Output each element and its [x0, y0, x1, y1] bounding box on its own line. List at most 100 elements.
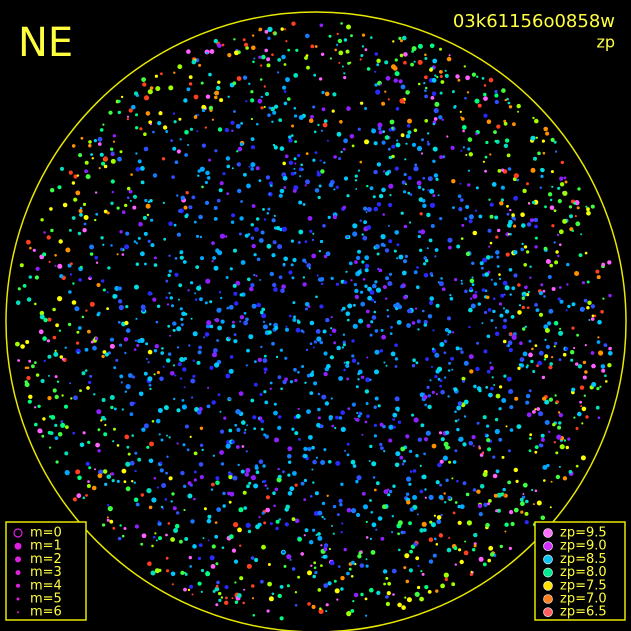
star	[458, 548, 462, 552]
star	[110, 179, 115, 184]
star	[119, 524, 122, 527]
star	[184, 153, 189, 157]
star	[342, 340, 346, 344]
star	[89, 252, 94, 256]
star	[573, 346, 576, 350]
star	[178, 117, 182, 121]
star	[599, 385, 602, 388]
star	[319, 340, 324, 345]
star	[264, 371, 267, 374]
star	[221, 43, 225, 47]
star	[511, 286, 516, 291]
star	[265, 175, 271, 180]
star	[459, 198, 464, 202]
star	[328, 182, 334, 188]
star	[88, 380, 92, 385]
star	[197, 174, 200, 177]
star	[351, 339, 355, 343]
star	[293, 367, 297, 372]
star	[461, 117, 465, 121]
star	[516, 424, 522, 429]
star	[197, 350, 202, 355]
star	[152, 535, 156, 539]
star	[547, 192, 553, 197]
star	[549, 506, 552, 509]
star	[448, 536, 451, 539]
star	[321, 394, 327, 400]
star	[420, 570, 423, 573]
star	[60, 166, 64, 171]
star	[170, 571, 176, 577]
star	[400, 39, 403, 43]
star	[482, 562, 487, 567]
star	[212, 589, 216, 593]
star	[361, 233, 364, 236]
star	[143, 132, 147, 136]
star	[540, 433, 545, 438]
star	[106, 504, 110, 507]
star	[411, 142, 417, 147]
star	[469, 287, 473, 291]
star	[307, 305, 311, 308]
star	[496, 255, 500, 259]
star	[365, 536, 369, 539]
legend-label: m=6	[30, 605, 62, 620]
star	[597, 336, 600, 339]
star	[84, 169, 88, 174]
star	[459, 110, 462, 113]
star	[123, 527, 127, 530]
star	[539, 186, 542, 189]
star	[86, 484, 91, 488]
star	[430, 522, 436, 528]
star	[492, 455, 496, 459]
star	[361, 45, 365, 48]
star	[521, 223, 526, 228]
star	[297, 371, 300, 374]
star	[133, 348, 137, 351]
star	[280, 288, 285, 294]
star	[360, 301, 366, 307]
star	[428, 494, 434, 500]
star	[554, 260, 559, 265]
star	[102, 123, 105, 126]
star	[457, 78, 461, 82]
star	[350, 560, 355, 565]
star	[444, 577, 448, 582]
star	[102, 469, 108, 474]
star	[529, 276, 532, 279]
star	[494, 139, 498, 143]
star	[240, 200, 244, 203]
star	[46, 339, 51, 343]
star	[148, 383, 152, 387]
star	[172, 328, 176, 332]
star	[402, 459, 406, 463]
star	[379, 83, 382, 86]
star	[424, 53, 427, 57]
star	[373, 300, 377, 304]
star	[89, 244, 95, 250]
star	[395, 302, 400, 307]
star	[508, 546, 512, 551]
star	[316, 274, 319, 277]
star	[257, 98, 263, 104]
star	[369, 537, 372, 541]
star	[231, 167, 234, 170]
star	[403, 566, 407, 570]
star	[159, 461, 163, 465]
star	[134, 284, 139, 290]
star	[192, 359, 195, 362]
star	[456, 405, 462, 411]
star	[293, 157, 297, 161]
star	[165, 296, 168, 300]
star	[213, 217, 218, 221]
star	[137, 159, 142, 164]
star	[219, 98, 224, 103]
star	[335, 460, 341, 466]
star	[252, 614, 256, 617]
star	[191, 59, 197, 65]
star	[391, 126, 394, 130]
star	[319, 607, 322, 610]
star	[209, 300, 213, 304]
star	[563, 176, 567, 180]
star	[254, 360, 257, 363]
